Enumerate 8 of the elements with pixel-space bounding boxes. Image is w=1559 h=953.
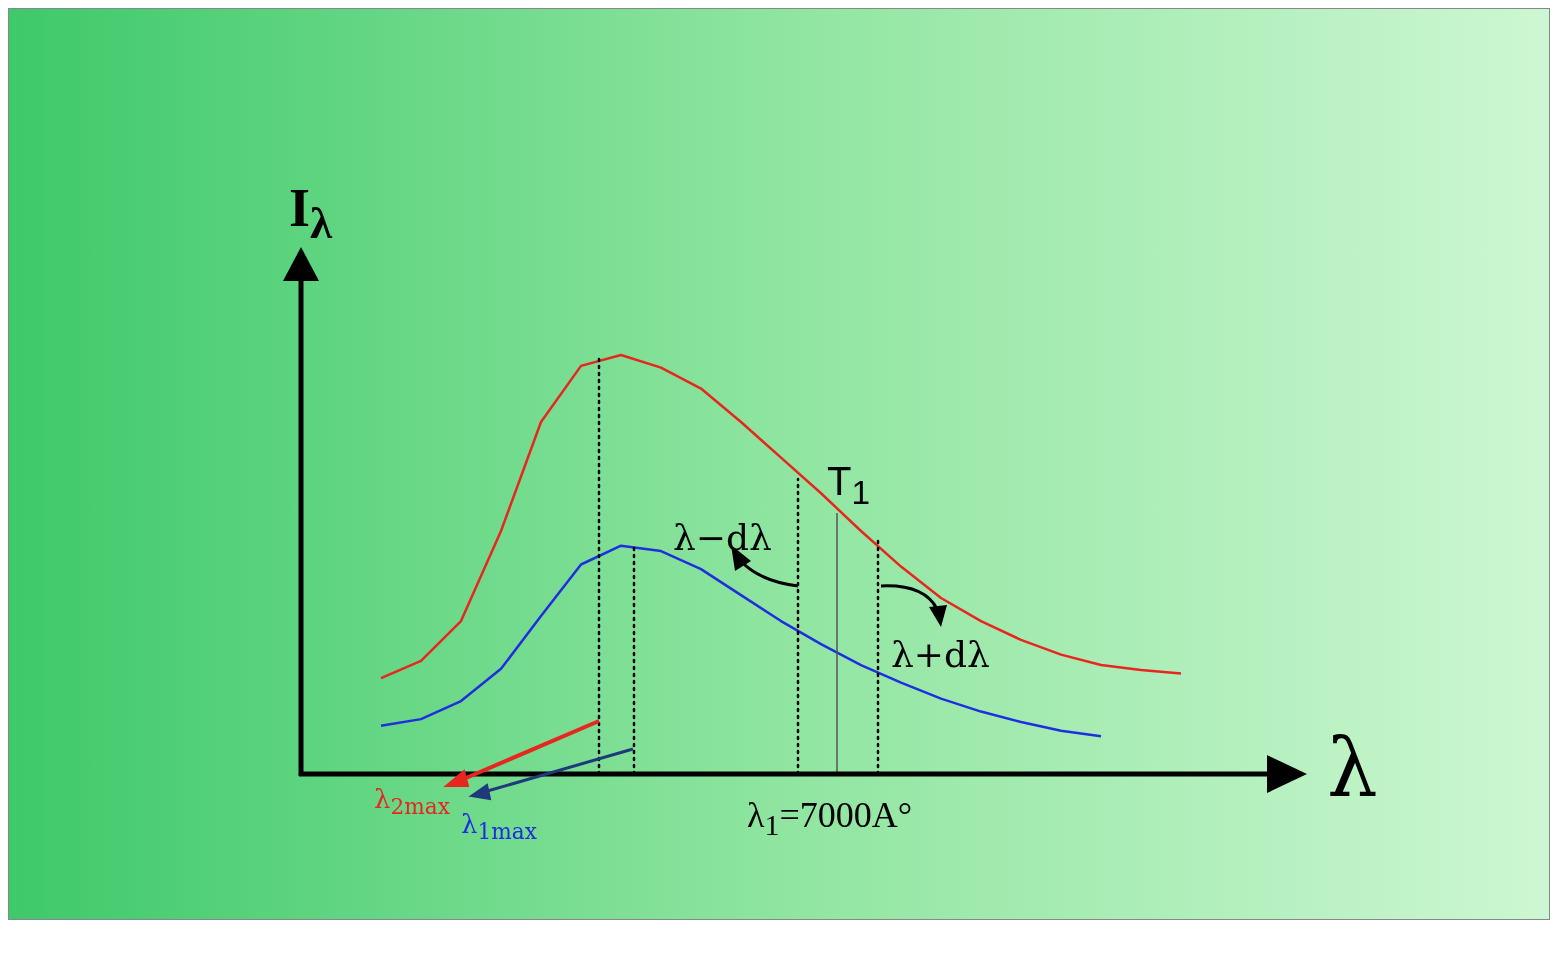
annotation: λ−dλ bbox=[673, 517, 772, 558]
annotation: λ+dλ bbox=[891, 634, 990, 675]
text: λ$_{2max}$ bbox=[374, 784, 450, 820]
x-axis-title: λ bbox=[1327, 721, 1378, 814]
text: λ$_{1}$=7000A° bbox=[747, 794, 913, 843]
y-axis-title: I$_{λ}$ bbox=[289, 177, 333, 249]
annotation: T$_{1}$ bbox=[827, 459, 870, 512]
text: λ$_{1max}$ bbox=[461, 809, 537, 845]
